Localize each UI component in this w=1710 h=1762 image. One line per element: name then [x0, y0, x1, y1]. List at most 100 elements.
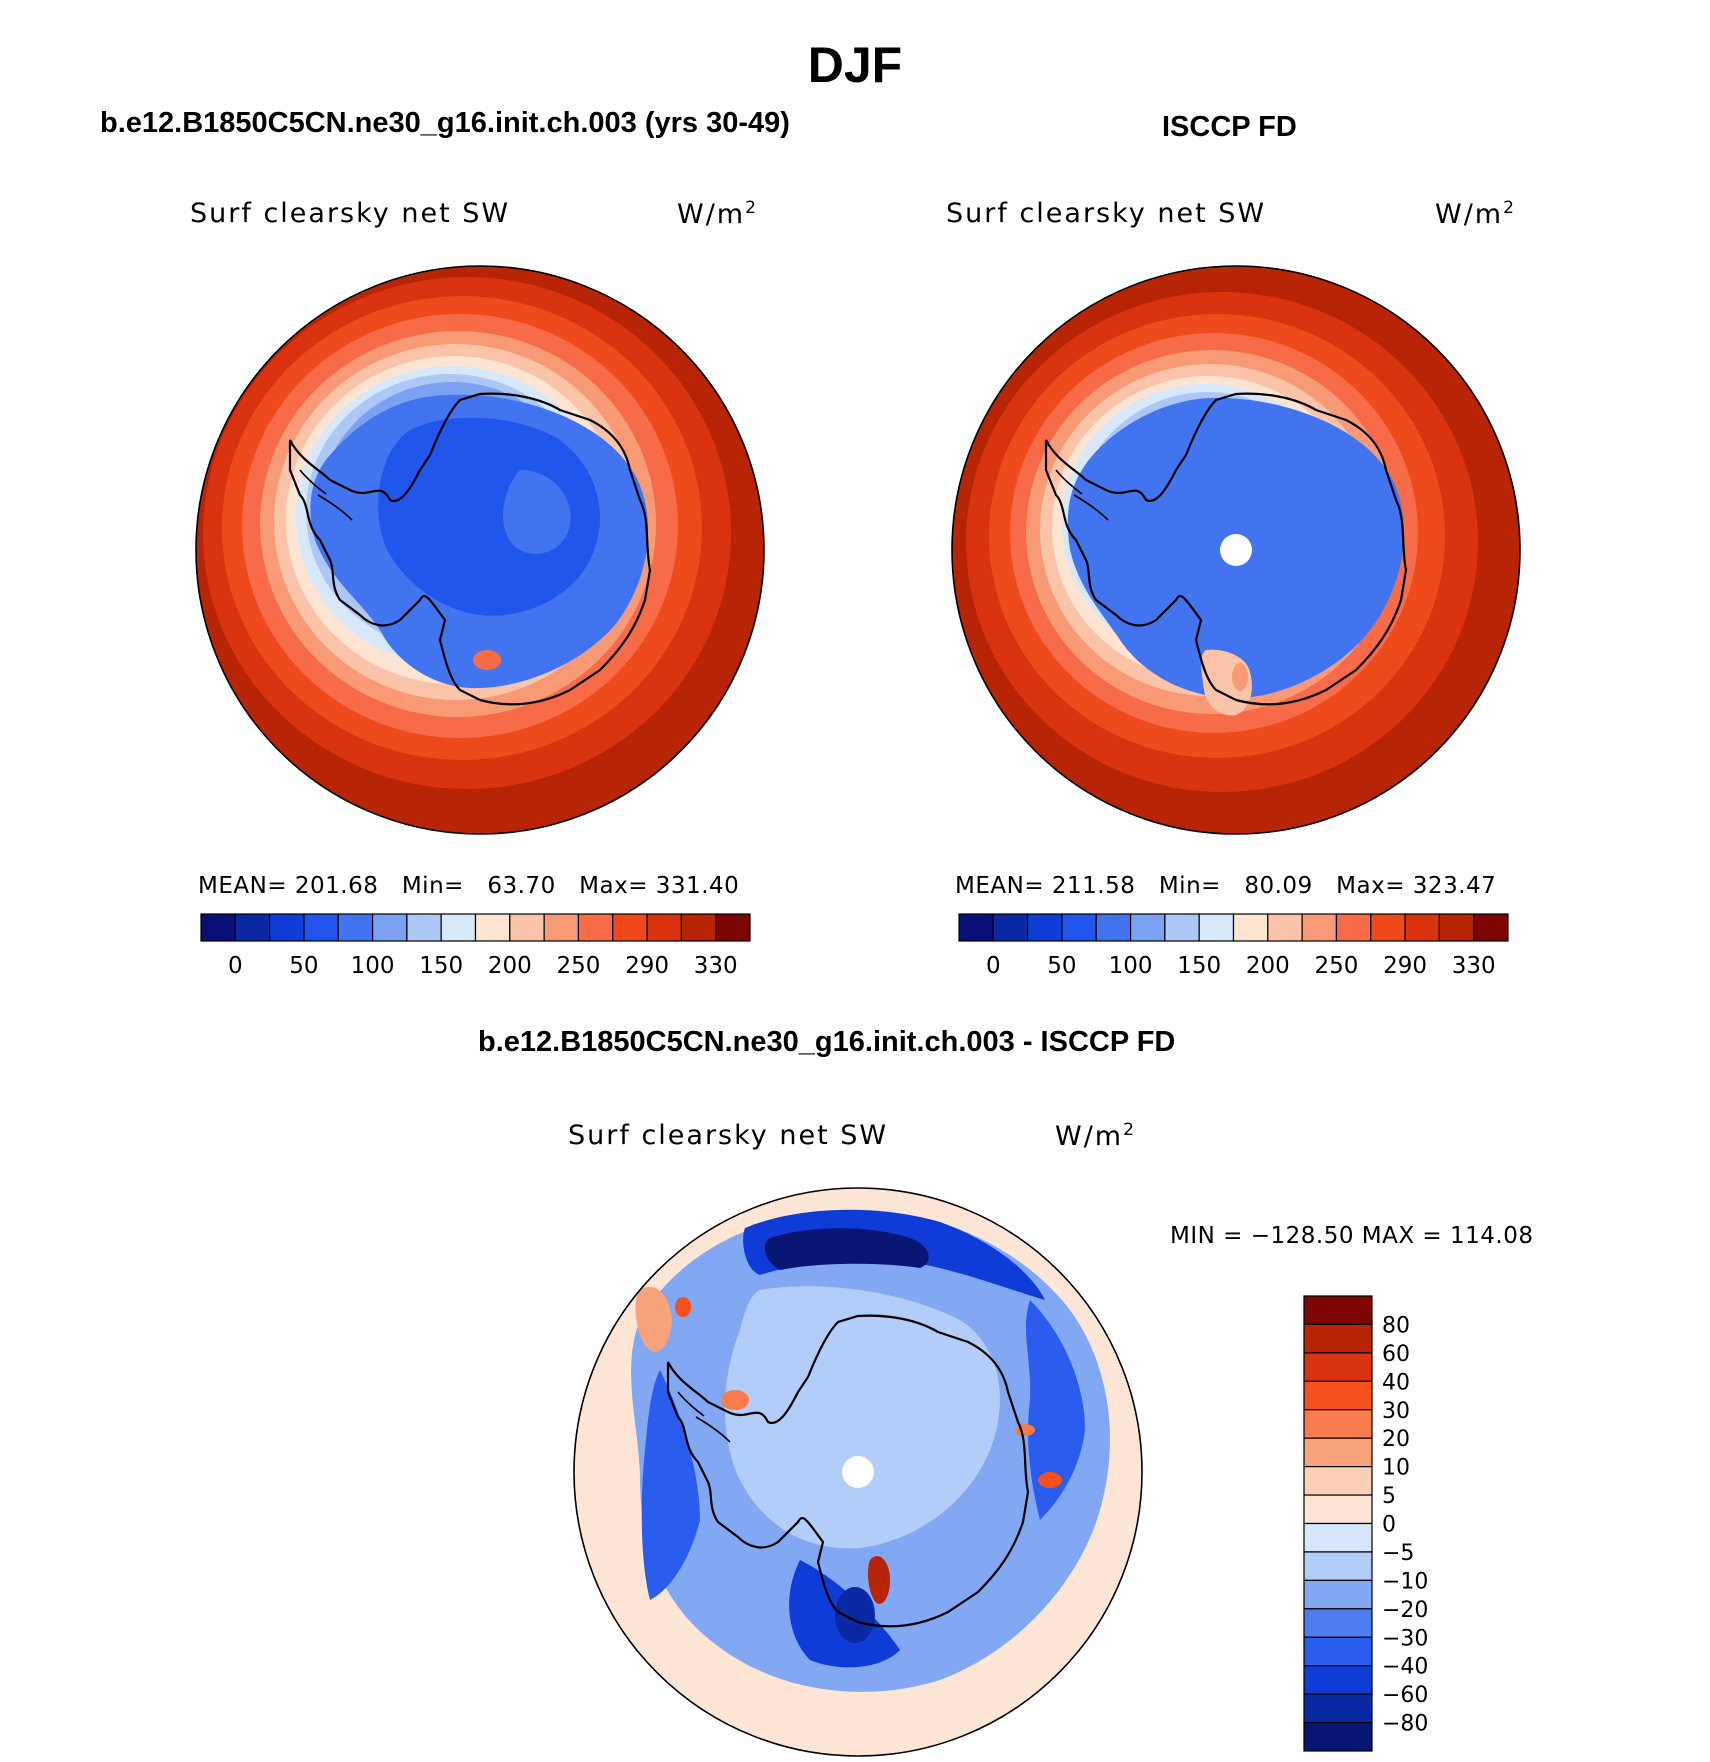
- panel2-colorbar-box-8: [1232, 913, 1269, 942]
- panel2-colorbar-tick-label-2: 100: [1109, 953, 1153, 979]
- panel3-field-hotspot-peninsula: [721, 1390, 749, 1410]
- panel1-colorbar-tick-label-0: 0: [228, 953, 243, 979]
- panel1-colorbar-box-3: [303, 913, 339, 942]
- panel3-colorbar-box-8: [1303, 1522, 1373, 1553]
- panel1-min-value: 63.70: [487, 873, 556, 899]
- panel2-colorbar-tick-label-5: 250: [1314, 953, 1358, 979]
- panel2-colorbar-tick-label-1: 50: [1047, 953, 1076, 979]
- panel3-colorbar-box-13: [1303, 1665, 1373, 1695]
- figure-title: DJF: [807, 37, 903, 93]
- panel3-field-darkest-south: [835, 1587, 875, 1643]
- panel3-field-warm-west: [635, 1286, 672, 1352]
- panel2-colorbar-box-15: [1473, 913, 1509, 942]
- panel3-map: [573, 1187, 1143, 1757]
- panel3-units-label: W/m2: [1055, 1120, 1136, 1152]
- panel3-colorbar-tick-label-13: −60: [1382, 1683, 1428, 1708]
- panel1-colorbar-box-5: [371, 913, 408, 942]
- panel2-stats: MEAN= 211.58 Min= 80.09 Max= 323.47: [955, 873, 1496, 899]
- panel1-units-label: W/m2: [677, 198, 758, 230]
- panel1-colorbar-box-0: [200, 913, 236, 942]
- panel3-colorbar-tick-label-8: −5: [1382, 1541, 1414, 1566]
- panel2-colorbar-box-3: [1061, 913, 1097, 942]
- panel2-colorbar-box-6: [1164, 913, 1200, 942]
- panel1-coastline: [288, 392, 652, 706]
- panel2-colorbar-tick-label-6: 290: [1383, 953, 1427, 979]
- panel2-max-value: 323.47: [1412, 873, 1497, 899]
- panel1-mean-value: 201.68: [294, 873, 379, 899]
- panel1-colorbar-box-14: [680, 913, 717, 942]
- panel2-map-border: [951, 265, 1521, 835]
- panel3-field-negative-west: [641, 1370, 700, 1600]
- panel1-colorbar-box-15: [715, 913, 751, 942]
- panel3-field-hotspot-east: [1038, 1472, 1062, 1488]
- panel3-colorbar-box-15: [1303, 1721, 1373, 1752]
- panel3-colorbar-tick-label-7: 0: [1382, 1513, 1396, 1538]
- panel3-title: b.e12.B1850C5CN.ne30_g16.init.ch.003 - I…: [478, 1026, 1176, 1058]
- panel3-field-hotspot-east2: [1015, 1424, 1035, 1436]
- panel1-map-border: [195, 265, 765, 835]
- panel3-colorbar-tick-label-9: −10: [1382, 1569, 1428, 1594]
- panel2-colorbar-box-4: [1095, 913, 1132, 942]
- panel1-ice-shelf-line: [299, 469, 353, 521]
- panel1-max-value: 331.40: [655, 873, 740, 899]
- panel3-colorbar-box-5: [1303, 1437, 1373, 1468]
- panel3-colorbar-tick-label-3: 30: [1382, 1399, 1410, 1424]
- panel1-colorbar: 0 50 100 150 200 250 290 330: [200, 913, 751, 979]
- panel3-colorbar-tick-label-0: 80: [1382, 1313, 1410, 1338]
- panel2-mean-value: 211.58: [1051, 873, 1136, 899]
- panel1-colorbar-box-7: [440, 913, 477, 942]
- panel2-min-label: Min=: [1158, 873, 1221, 899]
- panel3-field-hotspot-ross: [867, 1556, 890, 1604]
- panel1-field-patch: [503, 470, 571, 554]
- panel1-colorbar-box-10: [543, 913, 580, 942]
- panel3-colorbar-box-2: [1303, 1352, 1373, 1382]
- panel2-colorbar: 0 50 100 150 200 250 290 330: [958, 913, 1509, 979]
- panel2-colorbar-box-7: [1198, 913, 1235, 942]
- panel3-field-hotspot-west: [675, 1297, 691, 1317]
- panel3-colorbar-tick-label-1: 60: [1382, 1342, 1410, 1367]
- panel1-max-label: Max=: [579, 873, 648, 899]
- panel2-mean-label: MEAN=: [955, 873, 1045, 899]
- panel3-field-negative-east: [1025, 1300, 1085, 1520]
- panel2-colorbar-box-14: [1438, 913, 1475, 942]
- panel3-colorbar-box-0: [1303, 1295, 1373, 1326]
- panel1-variable-label: Surf clearsky net SW: [190, 198, 511, 229]
- panel3-field-darkest-north: [764, 1228, 929, 1270]
- panel2-colorbar-tick-label-0: 0: [986, 953, 1001, 979]
- panel1-colorbar-box-6: [406, 913, 442, 942]
- panel2-colorbar-box-0: [958, 913, 994, 942]
- panel1-field-core: [378, 417, 600, 616]
- panel1-colorbar-box-2: [269, 913, 305, 942]
- panel1-colorbar-tick-label-3: 150: [419, 953, 463, 979]
- panel1-title: b.e12.B1850C5CN.ne30_g16.init.ch.003 (yr…: [100, 107, 790, 139]
- panel1-colorbar-box-8: [474, 913, 511, 942]
- panel3-colorbar-box-3: [1303, 1380, 1373, 1411]
- panel1-colorbar-box-9: [509, 913, 545, 942]
- panel3-colorbar-box-9: [1303, 1551, 1373, 1581]
- panel1-colorbar-tick-label-6: 290: [625, 953, 669, 979]
- panel3-pole-hole: [842, 1456, 874, 1488]
- panel1-mean-label: MEAN=: [198, 873, 288, 899]
- panel3-colorbar-box-7: [1303, 1494, 1373, 1525]
- panel3-variable-label: Surf clearsky net SW: [568, 1120, 889, 1151]
- panel3-colorbar-box-1: [1303, 1323, 1373, 1354]
- panel3-colorbar-box-10: [1303, 1579, 1373, 1610]
- panel2-units-label: W/m2: [1435, 198, 1516, 230]
- panel1-colorbar-box-1: [234, 913, 271, 942]
- panel3-colorbar-tick-label-4: 20: [1382, 1427, 1410, 1452]
- panel3-field-interior: [725, 1286, 1000, 1549]
- panel2-colorbar-tick-label-4: 200: [1246, 953, 1290, 979]
- panel2-min-value: 80.09: [1244, 873, 1313, 899]
- panel2-field-hotspot: [1232, 663, 1248, 691]
- panel1-stats: MEAN= 201.68 Min= 63.70 Max= 331.40: [198, 873, 739, 899]
- panel1-colorbar-box-13: [646, 913, 682, 942]
- panel2-colorbar-box-13: [1404, 913, 1440, 942]
- panel3-colorbar: 80 60 40 30 20 10 5 0 −5 −10 −20 −30 −40 −60 −80: [1303, 1295, 1428, 1752]
- panel1-colorbar-tick-label-2: 100: [351, 953, 395, 979]
- panel3-colorbar-tick-label-6: 5: [1382, 1484, 1396, 1509]
- panel3-colorbar-box-6: [1303, 1466, 1373, 1496]
- panel2-variable-label: Surf clearsky net SW: [946, 198, 1267, 229]
- panel2-map: [951, 265, 1521, 835]
- panel3-colorbar-tick-label-5: 10: [1382, 1456, 1410, 1481]
